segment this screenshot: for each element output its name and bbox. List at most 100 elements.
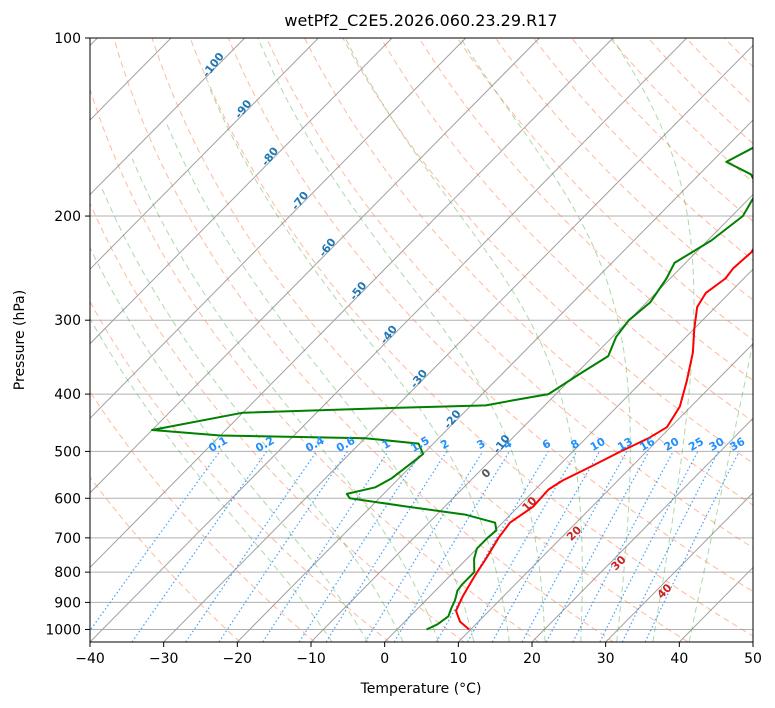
x-tick-label: 0 xyxy=(380,651,389,667)
dry-adiabat xyxy=(533,38,753,262)
moist-adiabat xyxy=(166,124,475,642)
isotherm-line xyxy=(163,44,753,642)
x-tick-label: 40 xyxy=(670,651,688,667)
plot-frame xyxy=(89,37,754,643)
x-tick-label: 50 xyxy=(744,651,762,667)
y-tick-label: 200 xyxy=(54,209,81,225)
background-lines xyxy=(90,38,775,642)
mixing-ratio-line xyxy=(491,451,601,642)
mixing-ratio-line xyxy=(262,451,389,642)
theta-label: -10 xyxy=(490,432,513,456)
dry-adiabat xyxy=(342,38,753,464)
mixing-ratio-label: 6 xyxy=(540,437,553,452)
mixing-ratio-line xyxy=(218,451,348,642)
isotherm-line xyxy=(236,119,753,642)
x-tick-label: 10 xyxy=(449,651,467,667)
theta-label: -20 xyxy=(441,407,464,431)
dry-adiabat xyxy=(90,300,390,642)
mixing-ratio-line xyxy=(185,451,318,642)
moist-adiabat xyxy=(460,38,631,642)
isotherm-line xyxy=(605,492,753,642)
y-axis-label: Pressure (hPa) xyxy=(12,290,28,390)
theta-label: -50 xyxy=(347,279,370,303)
dry-adiabat xyxy=(90,390,316,642)
y-tick-label: 300 xyxy=(54,313,81,329)
mixing-ratio-label: 3 xyxy=(475,437,488,452)
moist-adiabat xyxy=(257,38,546,642)
isotherm-line xyxy=(90,38,246,196)
mixing-ratio-label: 2 xyxy=(438,437,451,452)
isotherm-line xyxy=(310,193,753,642)
dry-adiabat xyxy=(418,38,753,382)
x-tick-label: −20 xyxy=(223,651,253,667)
x-axis-label: Temperature (°C) xyxy=(360,681,482,697)
x-tick-label: −40 xyxy=(75,651,105,667)
mixing-ratio-line xyxy=(599,451,699,642)
dry-adiabat xyxy=(151,38,689,642)
dry-adiabat xyxy=(90,87,540,642)
mixing-ratio-line xyxy=(572,451,674,642)
dry-adiabat xyxy=(456,38,753,341)
theta-label: -40 xyxy=(378,323,401,347)
y-tick-label: 1000 xyxy=(45,622,81,638)
isotherm-line xyxy=(752,641,753,642)
moist-adiabat-label: 10 xyxy=(520,494,540,514)
isotherm-line xyxy=(90,38,540,494)
moist-adiabat xyxy=(207,84,510,642)
sounding-traces xyxy=(151,146,753,631)
moist-adiabat-label: 0 xyxy=(479,466,494,481)
axes: −40 −30 −20 −10 0 10 20 30 40 5010009008007006005… xyxy=(45,31,762,667)
dry-adiabat xyxy=(266,38,753,549)
dry-adiabat xyxy=(304,38,753,506)
mixing-ratio-line xyxy=(298,451,423,642)
dry-adiabat xyxy=(227,38,753,593)
theta-label: -100 xyxy=(200,50,227,80)
isotherm-line xyxy=(90,38,393,345)
dry-adiabat xyxy=(571,38,753,222)
mixing-ratio-line xyxy=(131,451,268,642)
dry-adiabat xyxy=(90,476,241,642)
moist-adiabat xyxy=(688,339,753,642)
moist-adiabat xyxy=(90,317,333,642)
theta-label: -70 xyxy=(289,189,312,213)
mixing-ratio-line xyxy=(545,451,650,642)
isotherm-line xyxy=(90,38,688,642)
moist-adiabat xyxy=(131,158,439,642)
line-labels: 0.1 0.2 0.4 0.6 1 1.5 2 3 4 6 8 10 13 16 20 25 30 36-100-… xyxy=(200,50,748,601)
moist-adiabat xyxy=(101,188,404,642)
x-tick-label: −10 xyxy=(296,651,326,667)
mixing-ratio-line xyxy=(325,451,448,642)
y-tick-label: 100 xyxy=(54,31,81,47)
y-tick-label: 800 xyxy=(54,565,81,581)
mixing-ratio-line xyxy=(90,451,221,632)
moist-adiabat-label: 40 xyxy=(655,581,675,601)
x-tick-label: 30 xyxy=(597,651,615,667)
isotherm-line xyxy=(90,38,319,270)
moist-adiabat-label: 30 xyxy=(609,553,629,573)
dry-adiabat xyxy=(380,38,753,422)
moist-adiabat xyxy=(611,38,695,642)
isotherm-line xyxy=(531,417,753,642)
isotherm-line xyxy=(90,38,614,569)
mixing-ratio-line xyxy=(364,451,484,642)
chart-title: wetPf2_C2E5.2026.060.23.29.R17 xyxy=(284,11,557,31)
dewpoint-trace xyxy=(151,146,753,631)
y-tick-label: 600 xyxy=(54,491,81,507)
y-tick-label: 700 xyxy=(54,531,81,547)
mixing-ratio-line xyxy=(521,451,628,642)
dry-adiabat xyxy=(724,38,753,68)
theta-label: -90 xyxy=(232,97,255,121)
dry-adiabat xyxy=(113,38,614,642)
theta-label: -30 xyxy=(408,367,431,391)
x-tick-label: −30 xyxy=(149,651,179,667)
theta-label: -80 xyxy=(259,144,282,168)
x-tick-label: 20 xyxy=(523,651,541,667)
dry-adiabat xyxy=(189,38,753,637)
mixing-ratio-line xyxy=(621,451,719,642)
isotherm-line xyxy=(457,343,753,642)
dry-adiabat xyxy=(763,38,775,642)
moist-adiabat xyxy=(90,246,369,642)
y-tick-label: 500 xyxy=(54,444,81,460)
theta-label: -60 xyxy=(316,235,339,259)
